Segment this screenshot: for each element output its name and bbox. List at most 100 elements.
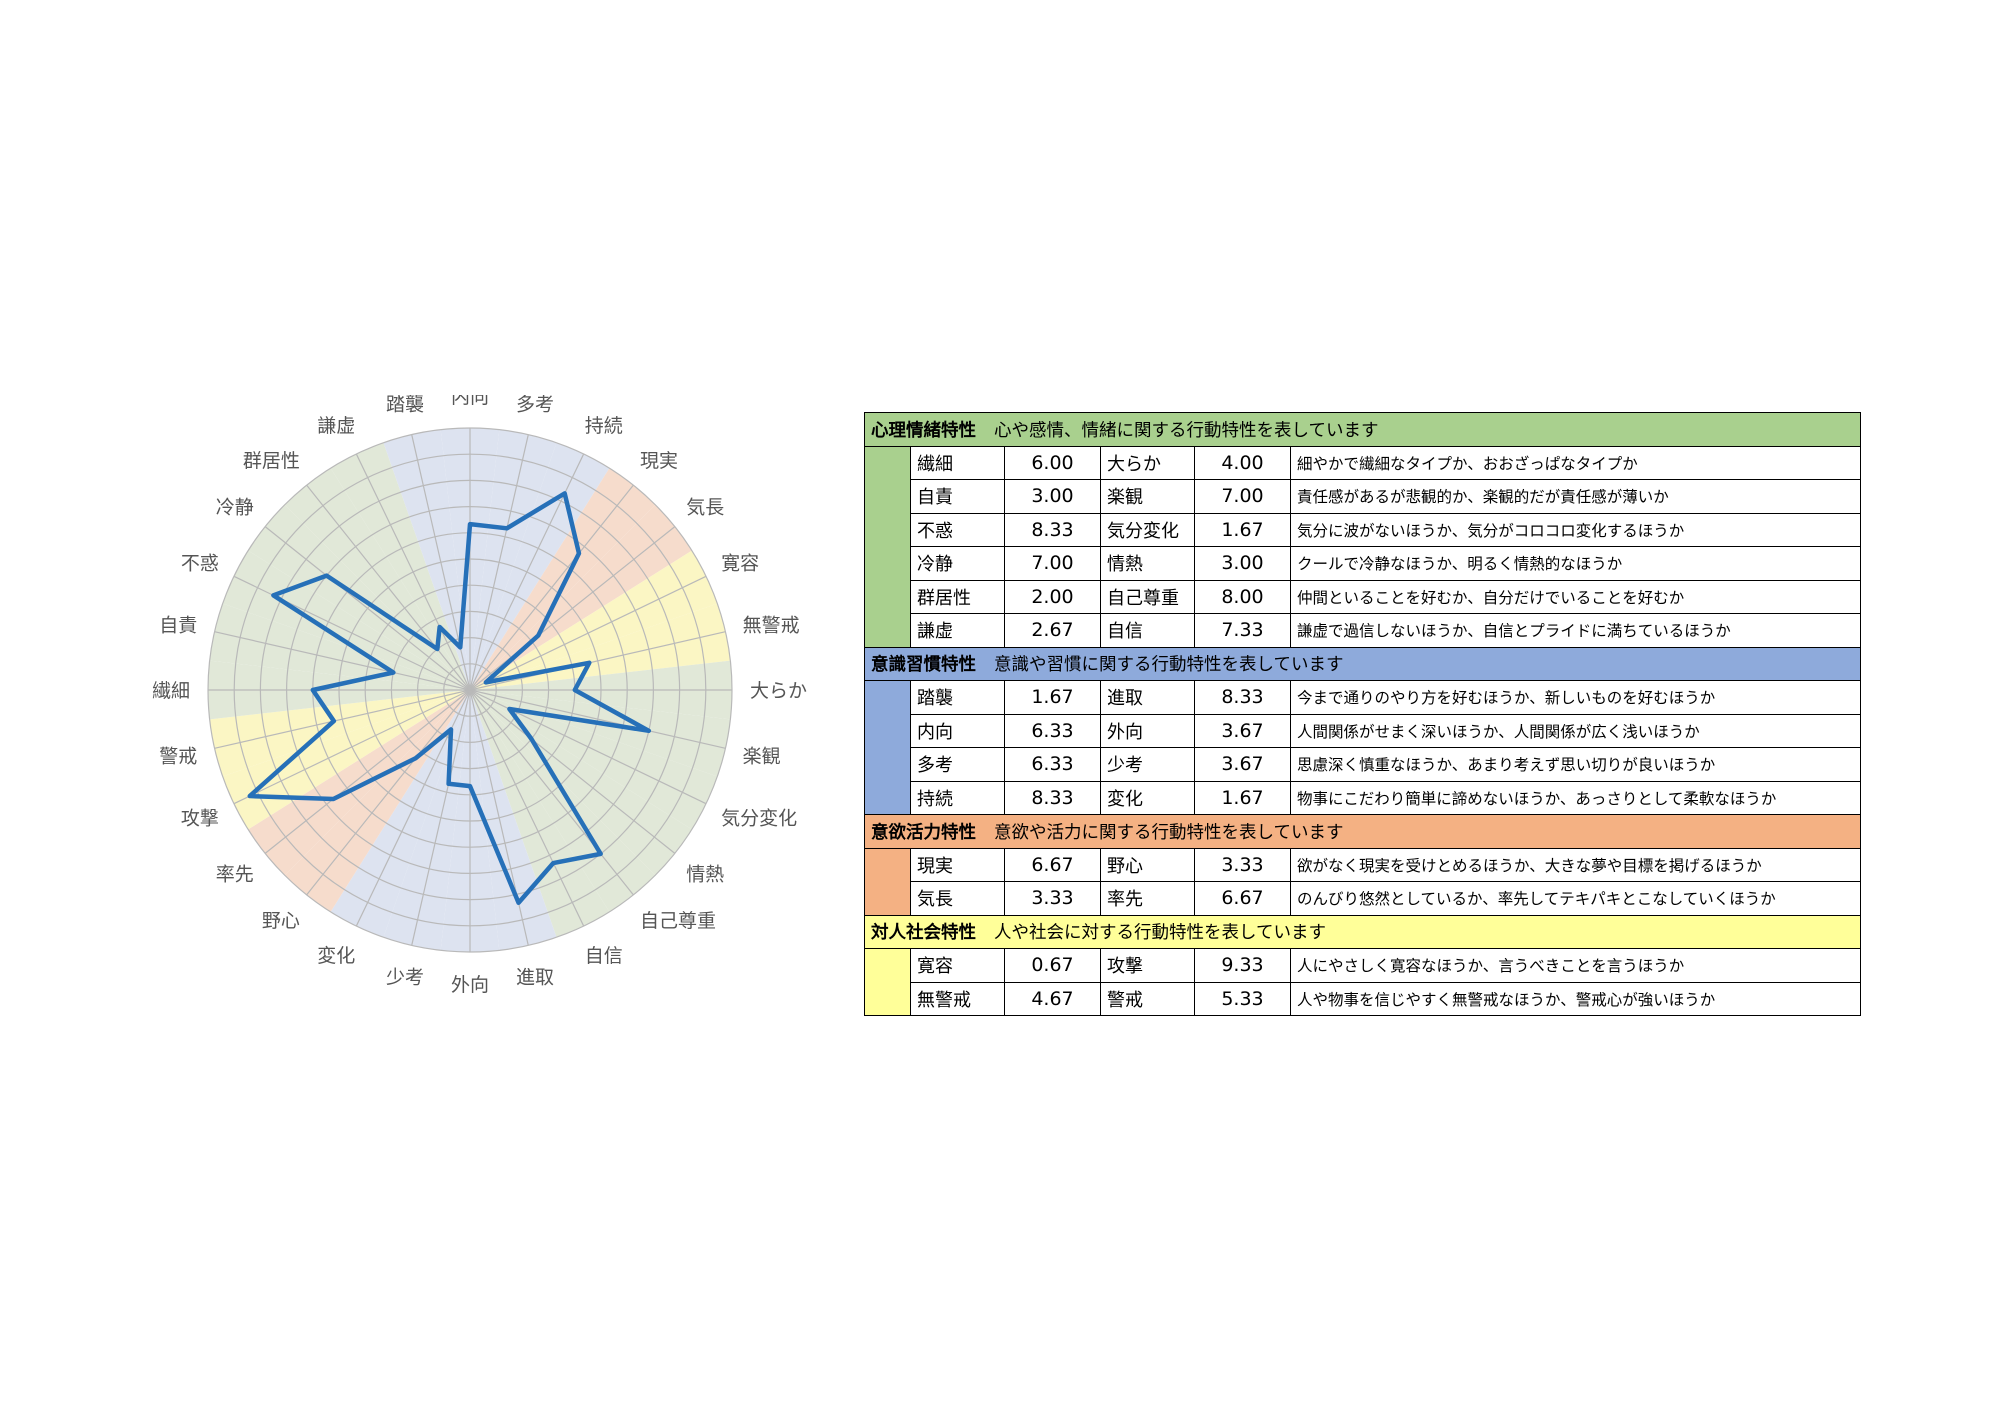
radar-axis-label: 持続 [585, 415, 623, 437]
trait-right-name: 気分変化 [1100, 512, 1195, 547]
trait-right-name: 楽観 [1100, 479, 1195, 514]
group-description: 心や感情、情緒に関する行動特性を表しています [994, 420, 1379, 441]
radar-data-point [447, 782, 451, 786]
radar-data-point [414, 756, 418, 760]
radar-axis-label: 内向 [451, 395, 489, 408]
trait-right-score: 3.00 [1194, 546, 1291, 581]
table-row: 踏襲 1.67 進取 8.33 今まで通りのやり方を好むほうか、新しいものを好むほうか [864, 680, 1862, 815]
radar-data-point [325, 574, 329, 578]
radar-axis-label: 外向 [451, 974, 489, 996]
radar-axis-label: 群居性 [243, 450, 300, 472]
radar-spoke [214, 631, 471, 691]
radar-sector [470, 690, 718, 830]
trait-left-name: 気長 [910, 881, 1005, 916]
table-row: 多考 6.33 少考 3.67 思慮深く慎重なほうか、あまり考えず思い切りが良いほうか [865, 747, 1862, 782]
group-header: 意欲活力特性 意欲や活力に関する行動特性を表しています [863, 814, 1862, 849]
radar-axis-label: 大らか [750, 680, 807, 702]
group-header: 心理情緒特性 心や感情、情緒に関する行動特性を表しています [863, 412, 1862, 447]
radar-data-point [332, 719, 336, 723]
trait-right-score: 7.33 [1194, 613, 1291, 648]
radar-data-point [563, 491, 567, 495]
trait-left-score: 6.33 [1004, 713, 1101, 748]
trait-description: 責任感があるが悲観的か、楽観的だが責任感が薄いか [1289, 479, 1862, 514]
radar-axis-label: 気分変化 [721, 808, 797, 830]
radar-data-point [577, 551, 581, 555]
trait-left-name: 繊細 [910, 445, 1005, 480]
radar-spoke [469, 575, 707, 691]
table-row: 繊細 6.00 大らか 4.00 細やかで繊細なタイプか、おおざっぱなタイプか [864, 445, 1862, 648]
radar-spoke [306, 484, 471, 691]
radar-data-point [271, 593, 275, 597]
radar-spoke [264, 689, 471, 854]
trait-right-score: 5.33 [1194, 981, 1291, 1016]
radar-axis-label: 気長 [686, 497, 724, 519]
trait-description: のんびり悠然としているか、率先してテキパキとこなしていくほうか [1289, 881, 1862, 916]
trait-description: クールで冷静なほうか、明るく情熱的なほうか [1289, 546, 1862, 581]
trait-left-score: 0.67 [1004, 948, 1101, 983]
trait-right-name: 少考 [1100, 747, 1195, 782]
trait-right-score: 8.00 [1194, 579, 1291, 614]
trait-right-name: 警戒 [1100, 981, 1195, 1016]
radar-data-point [647, 729, 651, 733]
trait-right-score: 7.00 [1194, 479, 1291, 514]
group-color-bar [864, 948, 911, 1016]
radar-sector [470, 429, 557, 690]
traits-table-container: 心理情緒特性 心や感情、情緒に関する行動特性を表しています 繊細 6.00 大らか 4.0… [863, 412, 1862, 1016]
trait-left-name: 持続 [910, 780, 1005, 815]
radar-sector [470, 690, 656, 912]
radar-spoke [469, 689, 726, 749]
radar-axis-label: 冷静 [216, 497, 254, 519]
radar-axis-label: 攻撃 [181, 808, 219, 830]
radar-data-point [573, 688, 577, 692]
radar-axis-label: 無警戒 [743, 615, 800, 637]
radar-data-point [507, 707, 511, 711]
radar-sector [330, 690, 470, 938]
radar-spoke [469, 689, 585, 927]
trait-right-name: 自信 [1100, 613, 1195, 648]
radar-data-point [435, 647, 439, 651]
radar-chart: 内向 多考 持続 現実 気長 寛容 無警戒 大らか 楽観 気分変化 情熱 自己尊重 自信 進取 外向 少考 変化… [140, 395, 820, 1035]
table-row: 持続 8.33 変化 1.67 物事にこだわり簡単に諦めないほうか、あっさりとして柔軟な… [865, 780, 1862, 815]
trait-description: 人間関係がせまく深いほうか、人間関係が広く浅いほうか [1289, 713, 1862, 748]
radar-sector [470, 690, 610, 938]
trait-left-name: 寛容 [910, 948, 1005, 983]
radar-spoke [469, 689, 634, 896]
trait-left-score: 1.67 [1004, 680, 1101, 715]
radar-sector [470, 603, 731, 690]
radar-axis-label: 多考 [516, 395, 554, 415]
trait-description: 人や物事を信じやすく無警戒なほうか、警戒心が強いほうか [1289, 981, 1862, 1016]
trait-right-name: 情熱 [1100, 546, 1195, 581]
radar-sector [330, 442, 470, 690]
radar-spoke [469, 434, 529, 691]
group-title: 対人社会特性 [871, 923, 976, 944]
table-row: 現実 6.67 野心 3.33 欲がなく現実を受けとめるほうか、大きな夢や目標を掲げるほ… [864, 847, 1862, 916]
trait-right-name: 大らか [1100, 445, 1195, 480]
trait-right-name: 野心 [1100, 847, 1195, 882]
radar-axis-label: 自信 [585, 945, 623, 967]
radar-data-point [311, 688, 315, 692]
radar-axis-label: 楽観 [743, 745, 781, 767]
table-row: 寛容 0.67 攻撃 9.33 人にやさしく寛容なほうか、言うべきことを言うほうか [864, 948, 1862, 1016]
trait-left-score: 3.00 [1004, 479, 1101, 514]
trait-left-name: 内向 [910, 713, 1005, 748]
radar-axis-label: 率先 [216, 863, 254, 885]
radar-spoke [233, 689, 471, 805]
trait-left-name: 無警戒 [910, 981, 1005, 1016]
group-description: 人や社会に対する行動特性を表しています [994, 923, 1326, 944]
radar-spoke [469, 484, 634, 691]
trait-left-name: 自責 [910, 479, 1005, 514]
radar-data-point [529, 737, 533, 741]
radar-sector [222, 550, 470, 690]
trait-right-name: 外向 [1100, 713, 1195, 748]
trait-description: 細やかで繊細なタイプか、おおざっぱなタイプか [1289, 445, 1862, 480]
radar-spoke [469, 689, 676, 854]
trait-description: 仲間といることを好むか、自分だけでいることを好むか [1289, 579, 1862, 614]
group-title: 意識習慣特性 [871, 655, 976, 676]
trait-left-score: 8.33 [1004, 780, 1101, 815]
trait-left-score: 4.67 [1004, 981, 1101, 1016]
trait-right-name: 自己尊重 [1100, 579, 1195, 614]
trait-left-score: 2.67 [1004, 613, 1101, 648]
trait-description: 欲がなく現実を受けとめるほうか、大きな夢や目標を掲げるほうか [1289, 847, 1862, 882]
radar-data-point [458, 645, 462, 649]
group-color-bar [864, 680, 911, 815]
